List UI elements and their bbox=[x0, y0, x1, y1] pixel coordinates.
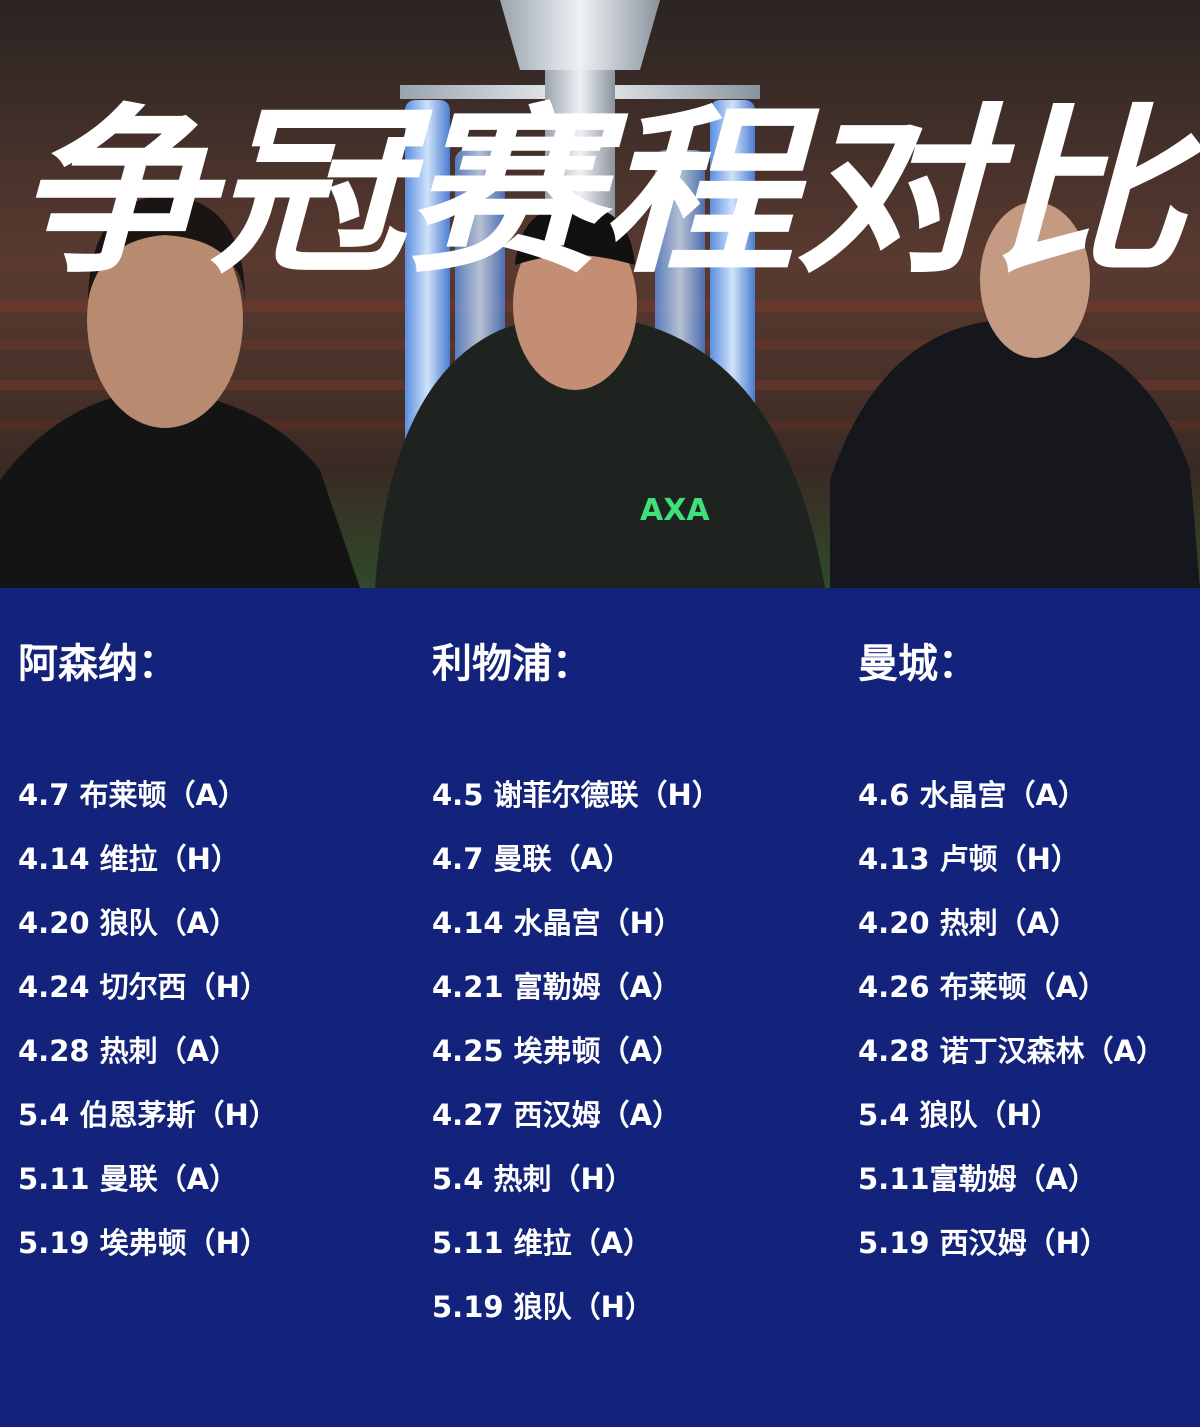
fixture: 5.11 维拉（A） bbox=[432, 1226, 653, 1260]
fixture: 5.4 热刺（H） bbox=[432, 1162, 634, 1196]
fixture: 4.20 热刺（A） bbox=[858, 906, 1079, 940]
team-name: 利物浦： bbox=[432, 641, 592, 687]
fixture: 4.28 诺丁汉森林（A） bbox=[858, 1034, 1166, 1068]
fixture: 4.28 热刺（A） bbox=[18, 1034, 239, 1068]
fixture: 4.14 水晶宫（H） bbox=[432, 906, 683, 940]
team-name: 曼城： bbox=[858, 641, 978, 687]
fixture: 4.20 狼队（A） bbox=[18, 906, 239, 940]
fixture: 4.25 埃弗顿（A） bbox=[432, 1034, 682, 1068]
fixture: 5.19 狼队（H） bbox=[432, 1290, 654, 1324]
fixture: 4.7 布莱顿（A） bbox=[18, 778, 247, 812]
fixture: 5.11 曼联（A） bbox=[18, 1162, 239, 1196]
person-right bbox=[830, 202, 1200, 588]
svg-text:AXA: AXA bbox=[640, 493, 710, 528]
fixture: 4.5 谢菲尔德联（H） bbox=[432, 778, 721, 812]
hero-image: AXA 争冠赛程对比 bbox=[0, 0, 1200, 588]
fixture: 4.14 维拉（H） bbox=[18, 842, 240, 876]
person-left bbox=[0, 195, 360, 588]
fixture: 4.21 富勒姆（A） bbox=[432, 970, 682, 1004]
fixture: 4.6 水晶宫（A） bbox=[858, 778, 1087, 812]
poster-title: 争冠赛程对比 bbox=[15, 89, 1200, 298]
fixture: 5.4 伯恩茅斯（H） bbox=[18, 1098, 278, 1132]
fixture: 5.19 埃弗顿（H） bbox=[18, 1226, 269, 1260]
team-name: 阿森纳： bbox=[18, 641, 178, 687]
fixture: 4.27 西汉姆（A） bbox=[432, 1098, 682, 1132]
person-center: AXA bbox=[375, 205, 825, 588]
fixture: 4.26 布莱顿（A） bbox=[858, 970, 1108, 1004]
fixture: 5.4 狼队（H） bbox=[858, 1098, 1060, 1132]
fixture: 5.11富勒姆（A） bbox=[858, 1162, 1097, 1196]
schedule-panel: 阿森纳： 4.7 布莱顿（A） 4.14 维拉（H） 4.20 狼队（A） 4.24 切… bbox=[0, 588, 1200, 1427]
fixture: 4.7 曼联（A） bbox=[432, 842, 632, 876]
fixture: 4.24 切尔西（H） bbox=[18, 970, 269, 1004]
fixture: 4.13 卢顿（H） bbox=[858, 842, 1080, 876]
fixture: 5.19 西汉姆（H） bbox=[858, 1226, 1109, 1260]
